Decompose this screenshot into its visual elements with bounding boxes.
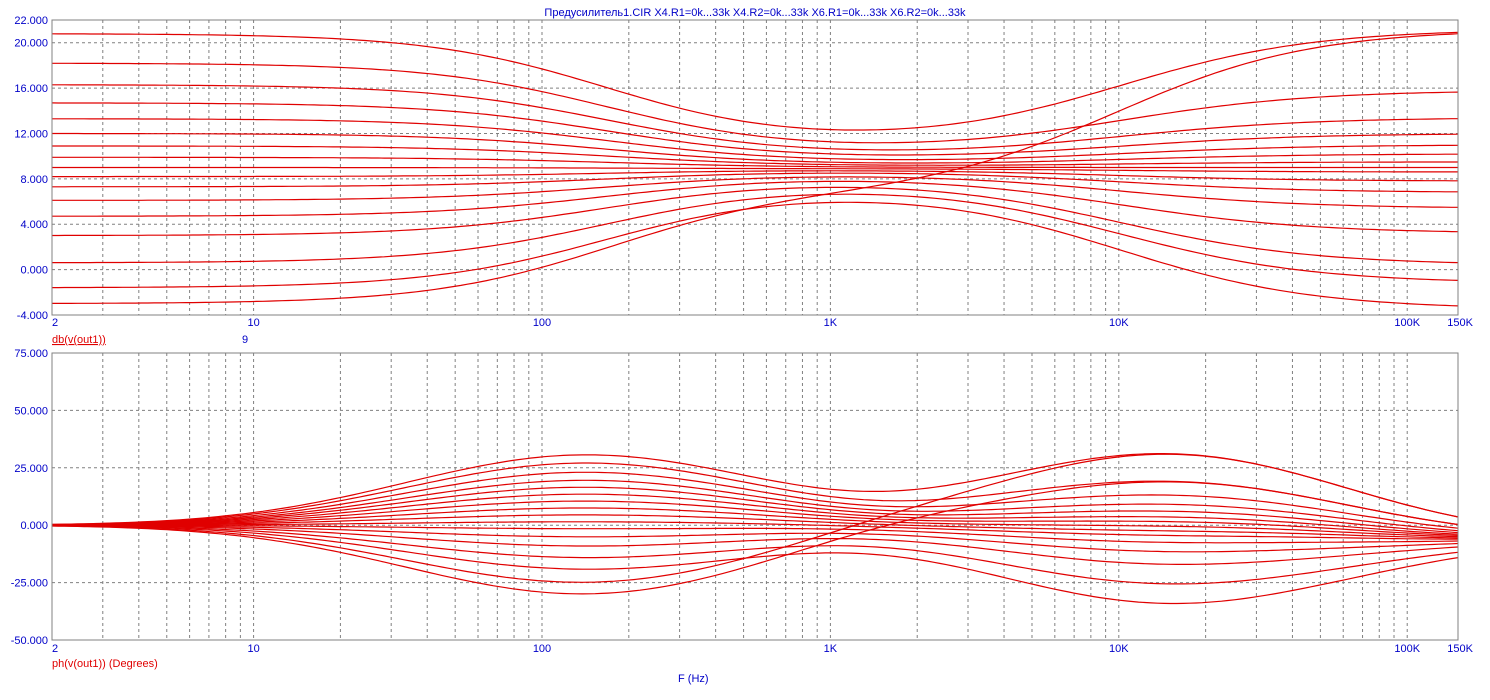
x-axis-label: F (Hz)	[678, 673, 709, 685]
phase-trace	[51, 453, 1459, 583]
magnitude-trace	[52, 132, 1458, 164]
phase-trace	[52, 493, 1459, 535]
y-tick-label: 0.000	[20, 265, 48, 277]
magnitude-trace	[51, 31, 1459, 131]
phase-trace	[52, 524, 1459, 544]
x-tick-label: 100	[533, 317, 551, 329]
cursor-value: 9	[242, 334, 248, 346]
magnitude-trace	[52, 193, 1459, 281]
y-tick-label: 75.000	[14, 348, 48, 360]
phase-traces	[51, 453, 1459, 605]
axis-labels: 22.00020.00016.00012.0008.0004.0000.000-…	[11, 15, 1474, 655]
magnitude-trace	[52, 170, 1458, 182]
x-tick-label: 150K	[1447, 317, 1473, 329]
phase-trace	[51, 453, 1459, 525]
x-tick-label: 2	[52, 317, 58, 329]
phase-trace	[51, 479, 1459, 532]
magnitude-trace	[52, 62, 1459, 144]
magnitude-trace	[52, 145, 1458, 166]
x-tick-label: 10K	[1109, 317, 1129, 329]
magnitude-trace	[52, 166, 1458, 173]
phase-trace	[52, 507, 1459, 538]
magnitude-expression-label[interactable]: db(v(out1))	[52, 334, 106, 346]
phase-trace	[51, 524, 1459, 565]
y-tick-label: 16.000	[14, 83, 48, 95]
phase-trace	[52, 521, 1458, 540]
y-tick-label: 22.000	[14, 15, 48, 27]
plot-frames	[51, 19, 1459, 641]
y-tick-label: 0.000	[20, 520, 48, 532]
magnitude-trace	[52, 180, 1459, 233]
y-tick-label: 20.000	[14, 38, 48, 50]
phase-trace	[52, 486, 1459, 534]
x-tick-label: 10	[247, 317, 259, 329]
phase-trace	[51, 481, 1459, 595]
magnitude-trace	[52, 156, 1458, 169]
x-tick-label: 2	[52, 643, 58, 655]
y-tick-label: 50.000	[14, 405, 48, 417]
magnitude-trace	[52, 172, 1458, 193]
x-tick-label: 10K	[1109, 643, 1129, 655]
plot-frame	[51, 352, 1459, 641]
magnitude-trace	[51, 102, 1459, 156]
chart-title: Предусилитель1.CIR X4.R1=0k...33k X4.R2=…	[544, 7, 966, 19]
magnitude-trace	[52, 186, 1459, 264]
y-tick-label: -4.000	[17, 310, 48, 322]
x-tick-label: 100	[533, 643, 551, 655]
magnitude-traces	[51, 31, 1459, 307]
magnitude-trace	[52, 201, 1459, 307]
phase-expression-label[interactable]: ph(v(out1)) (Degrees)	[52, 658, 158, 670]
x-tick-label: 1K	[824, 643, 838, 655]
y-tick-label: 12.000	[14, 128, 48, 140]
phase-trace	[52, 500, 1459, 536]
x-tick-label: 100K	[1394, 643, 1420, 655]
phase-trace	[51, 524, 1459, 553]
x-tick-label: 10	[247, 643, 259, 655]
plot-frame	[51, 19, 1459, 316]
magnitude-trace	[52, 176, 1458, 208]
x-tick-label: 100K	[1394, 317, 1420, 329]
phase-trace	[52, 525, 1459, 585]
x-tick-label: 150K	[1447, 643, 1473, 655]
magnitude-trace	[52, 84, 1458, 151]
magnitude-trace	[52, 33, 1459, 304]
y-tick-label: 8.000	[20, 174, 48, 186]
y-tick-label: 25.000	[14, 463, 48, 475]
y-tick-label: 4.000	[20, 219, 48, 231]
phase-trace	[51, 525, 1459, 605]
y-tick-label: -50.000	[11, 635, 48, 647]
x-tick-label: 1K	[824, 317, 838, 329]
phase-trace	[51, 471, 1459, 529]
y-tick-label: -25.000	[11, 578, 48, 590]
phase-trace	[52, 514, 1459, 539]
magnitude-trace	[52, 118, 1459, 161]
